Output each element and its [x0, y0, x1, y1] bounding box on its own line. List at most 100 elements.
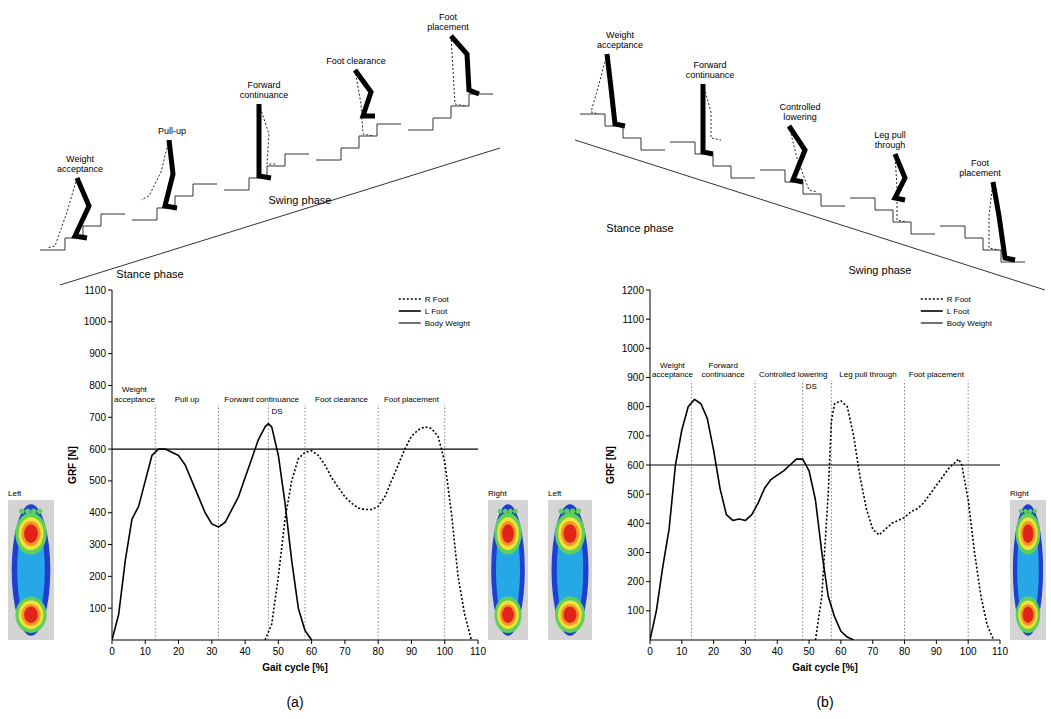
y-tick — [646, 494, 650, 495]
phase-label: Pull-up — [158, 126, 186, 136]
y-tick-label: 1000 — [622, 343, 645, 354]
x-tick-label: 80 — [899, 646, 911, 657]
ds-line — [802, 380, 803, 640]
phase-label: Footplacement — [427, 12, 469, 32]
y-tick — [108, 512, 112, 513]
other-leg — [789, 126, 817, 192]
text-line: acceptance — [597, 40, 643, 50]
text-line: placement — [959, 168, 1001, 178]
map-label: Left — [8, 489, 22, 498]
y-tick — [646, 377, 650, 378]
toe — [564, 509, 569, 514]
text-line: Forward — [693, 60, 726, 70]
plot-area — [650, 399, 1000, 640]
series-line — [265, 427, 471, 640]
text-line: Leg pull through — [839, 370, 896, 379]
x-tick-label: 20 — [708, 646, 720, 657]
x-tick-label: 30 — [206, 646, 218, 657]
foot-zone — [561, 521, 579, 546]
y-tick — [646, 406, 650, 407]
leg — [993, 182, 1015, 260]
text-line: Foot clearance — [315, 395, 368, 404]
legend-swatch — [921, 322, 943, 323]
y-tick-label: 500 — [627, 489, 644, 500]
x-tick — [745, 640, 746, 644]
x-tick-label: 60 — [835, 646, 847, 657]
x-tick — [145, 640, 146, 644]
foot-zone — [500, 521, 517, 546]
y-tick-label: 900 — [89, 348, 106, 359]
foot-zone — [497, 601, 519, 629]
y-tick — [108, 480, 112, 481]
foot-zone — [1016, 513, 1040, 555]
panel-label: (a) — [286, 694, 303, 710]
x-axis — [650, 640, 1000, 641]
y-tick — [108, 385, 112, 386]
foot-zone — [24, 524, 38, 543]
toe — [25, 508, 31, 514]
foot-outline — [1013, 504, 1043, 636]
foot-outline — [552, 504, 589, 636]
leg — [607, 54, 625, 126]
phase-boundary — [155, 405, 156, 640]
y-tick — [646, 523, 650, 524]
map-label: Right — [488, 489, 507, 498]
x-tick — [378, 640, 379, 644]
map-background — [548, 500, 592, 640]
y-tick — [108, 576, 112, 577]
y-tick — [646, 610, 650, 611]
legend-swatch — [399, 310, 421, 312]
y-tick-label: 600 — [627, 460, 644, 471]
y-axis-title: GRF [N] — [605, 446, 616, 484]
y-tick-label: 1100 — [622, 314, 644, 325]
legend-label: Body Weight — [425, 319, 471, 328]
x-tick-label: 110 — [470, 646, 486, 657]
x-tick-label: 110 — [992, 646, 1008, 657]
annotation: DS — [271, 407, 282, 416]
x-tick — [344, 640, 345, 644]
x-axis-title: Gait cycle [%] — [792, 662, 858, 673]
leg — [703, 84, 713, 154]
leg — [355, 70, 375, 116]
foot-zone — [1020, 604, 1035, 626]
text-line: Foot clearance — [326, 56, 386, 66]
text-line: through — [875, 140, 906, 150]
toe — [498, 509, 503, 514]
pressure-map: Right — [488, 489, 528, 640]
y-tick-label: 600 — [89, 444, 106, 455]
pressure-map: Left — [548, 489, 592, 640]
text-line: Foot — [971, 158, 990, 168]
x-tick — [777, 640, 778, 644]
other-leg — [259, 104, 277, 164]
x-axis — [112, 640, 478, 641]
toe — [1033, 509, 1037, 513]
other-leg — [141, 140, 169, 200]
y-tick — [646, 319, 650, 320]
text-line: Weight — [122, 385, 148, 394]
foot-outline — [491, 504, 525, 636]
text-line: acceptance — [114, 395, 155, 404]
legend: R FootL FootBody Weight — [921, 295, 993, 328]
phase-boundary — [691, 380, 692, 640]
x-tick — [904, 640, 905, 644]
foot-zone — [561, 604, 579, 626]
text-line: Pull-up — [158, 126, 186, 136]
stairs — [670, 142, 755, 178]
stairs — [850, 198, 935, 234]
x-tick — [872, 640, 873, 644]
x-tick-label: 100 — [436, 646, 453, 657]
phase-label: Pull up — [175, 395, 200, 404]
foot-zone — [1020, 521, 1035, 546]
annotation: DS — [806, 382, 817, 391]
foot-zone — [21, 604, 40, 626]
series-line — [112, 449, 478, 450]
x-tick-label: 70 — [339, 646, 351, 657]
y-tick-label: 400 — [627, 518, 644, 529]
x-tick-label: 100 — [960, 646, 977, 657]
foot-zone — [1016, 597, 1040, 633]
y-tick — [108, 321, 112, 322]
text-line: Leg pull — [874, 130, 906, 140]
x-tick — [178, 640, 179, 644]
series-line — [650, 399, 854, 640]
legend-swatch — [921, 298, 943, 300]
